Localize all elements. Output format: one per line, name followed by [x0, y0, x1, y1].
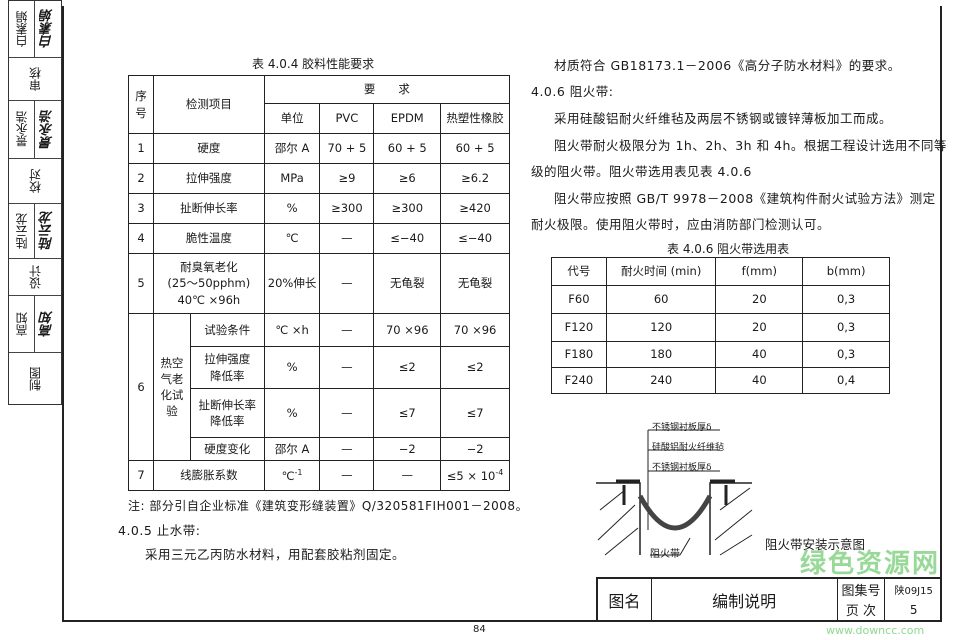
section-4-0-6-title: 4.0.6 阻火带:	[531, 84, 614, 99]
table-row: 扯断伸长率降低率% — ≤7 ≤7	[129, 388, 510, 438]
table2-caption: 表 4.0.6 阻火带选用表	[667, 242, 790, 256]
diagram-label: 硅酸铝耐火纤维毡	[652, 443, 725, 453]
fire-band-installation-diagram	[596, 429, 753, 556]
table-row: 2 拉伸强度 MPa ≥9 ≥6 ≥6.2	[128, 163, 510, 194]
header-b: b(mm)	[802, 257, 890, 286]
header-item: 检测项目	[152, 75, 265, 134]
signature-strip: 白素娟 白素娟 审核 景永浩 景永浩 校对 陆云龙 陆云龙 设计 高知 高知 制图	[8, 0, 62, 405]
strip-label: 白素娟	[9, 1, 35, 57]
table-row: F60 60 20 0,3	[551, 285, 890, 314]
diagram-label: 不锈钢衬板厚δ	[652, 423, 712, 433]
table-row: 3 扯断伸长率% ≥300 ≥300 ≥420	[128, 193, 510, 224]
strip-label: 制图	[28, 367, 43, 391]
table-row: 6 热空气老化试验 试验条件 ℃ ×h —70 ×96 70 ×96	[128, 313, 510, 461]
strip-label: 陆云龙	[9, 204, 35, 258]
page-number: 84	[473, 624, 486, 635]
header-unit: 单位	[263, 103, 321, 134]
drawing-frame	[62, 6, 942, 622]
watermark-url: www.downcc.com	[826, 624, 925, 637]
paragraph: 材质符合 GB18173.1－2006《高分子防水材料》的要求。	[554, 58, 901, 73]
table-row: F120 120 20 0,3	[551, 313, 890, 342]
signature: 白素娟	[40, 9, 56, 49]
watermark: 绿色资源网	[800, 549, 941, 579]
header-code: 代号	[551, 257, 607, 286]
page-label: 页 次	[845, 604, 877, 620]
section-4-0-5-title: 4.0.5 止水带:	[118, 523, 201, 538]
table-row: 拉伸强度降低率% — ≤2 ≤2	[129, 346, 510, 389]
atlas-no-label: 图集号	[841, 583, 881, 599]
header-no: 序号	[128, 75, 154, 134]
header-epdm: EPDM	[373, 103, 442, 134]
strip-label: 景永浩	[9, 101, 35, 158]
paragraph: 级的阻火带。阻火带选用表见表 4.0.6	[531, 164, 752, 179]
title-block-name-label: 图名	[598, 579, 652, 620]
header-requirement: 要 求	[263, 75, 511, 104]
table-row: 1 硬度 邵尔 A 70 + 5 60 + 5 60 + 5	[128, 133, 510, 164]
table-row: 硬度变化 邵尔 A — −2 −2	[129, 437, 510, 461]
table-row: 4 脆性温度 ℃ — ≤−40 ≤−40	[128, 223, 510, 254]
glue-performance-table: 序号 检测项目要 求 单位 PVC EPDM 热塑性橡胶 1 硬度 邵尔 A 70 + 5 60…	[128, 75, 511, 491]
drawing-title: 编制说明	[652, 579, 838, 620]
header-fire-time: 耐火时间 (min)	[605, 257, 717, 286]
table-note: 注: 部分引自企业标准《建筑变形缝装置》Q/320581FIH001－2008。	[128, 499, 529, 513]
paragraph: 采用硅酸铝耐火纤维毡及两层不锈钢或镀锌薄板加工而成。	[554, 111, 893, 126]
diagram-label: 不锈钢衬板厚δ	[652, 463, 712, 473]
table-row: 7 线膨胀系数 ℃-1— — ≤5 × 10-4	[128, 460, 510, 491]
signature: 高知	[40, 311, 56, 337]
diagram-band-label: 阻火带	[650, 549, 680, 560]
strip-label: 高知	[9, 296, 35, 352]
fire-band-selection-table: 代号 耐火时间 (min) f(mm) b(mm) F60 60 20 0,3 F120 12…	[551, 257, 890, 394]
signature: 陆云龙	[40, 211, 56, 251]
paragraph: 阻火带耐火极限分为 1h、2h、3h 和 4h。根据工程设计选用不同等	[554, 138, 947, 153]
paragraph: 耐火极限。使用阻火带时，应由消防部门检测认可。	[531, 217, 831, 232]
atlas-no: 陕09J15	[894, 586, 933, 597]
paragraph: 阻火带应按照 GB/T 9978－2008《建筑构件耐火试验方法》测定	[554, 191, 936, 206]
header-tpr: 热塑性橡胶	[440, 103, 510, 134]
strip-label: 校对	[28, 169, 43, 193]
signature: 景永浩	[40, 110, 56, 149]
section-4-0-5-text: 采用三元乙丙防水材料，用配套胶粘剂固定。	[145, 547, 406, 562]
table1-caption: 表 4.0.4 胶料性能要求	[252, 57, 375, 71]
table-row: F180 180 40 0,3	[551, 341, 890, 368]
table-row: 5 耐臭氧老化 (25～50pphm) 40℃ ×96h 20%伸长 — 无龟裂 无龟裂	[128, 253, 510, 314]
diagram-caption: 阻火带安装示意图	[765, 537, 866, 552]
title-block: 图名 编制说明 图集号页 次 陕09J15 5	[596, 577, 942, 622]
page-no: 5	[909, 603, 918, 617]
header-pvc: PVC	[319, 103, 375, 134]
strip-label: 审核	[28, 67, 43, 91]
header-f: f(mm)	[715, 257, 804, 286]
table-row: F240 240 40 0,4	[551, 367, 890, 394]
strip-label: 设计	[28, 265, 43, 289]
